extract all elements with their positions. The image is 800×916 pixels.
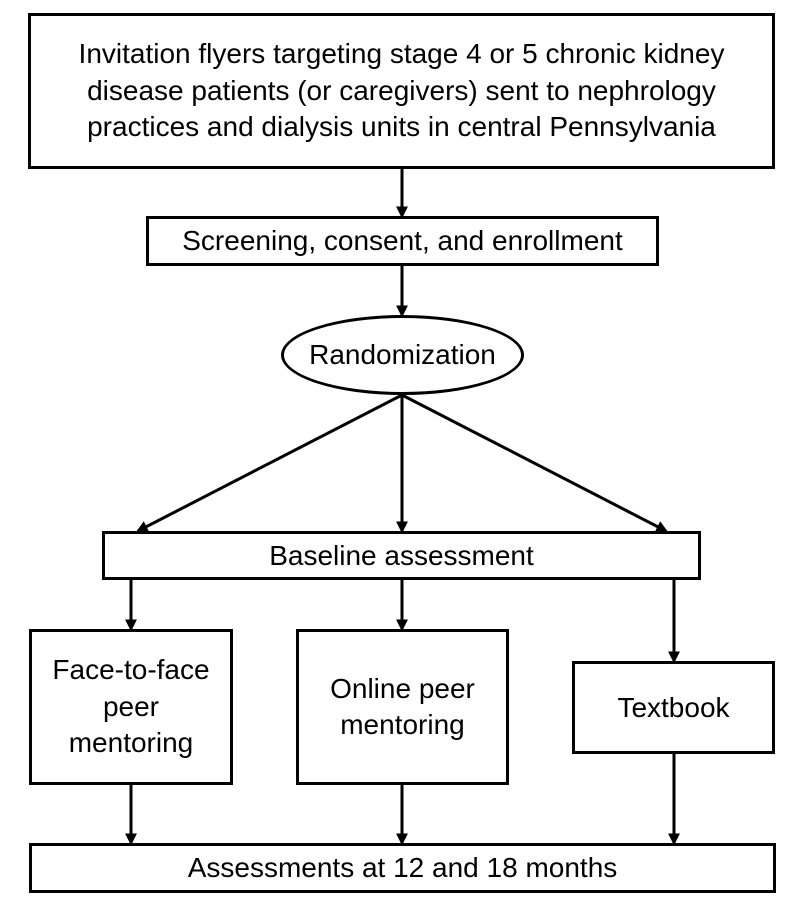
node-screening-label: Screening, consent, and enrollment xyxy=(182,225,623,257)
node-assessments-label: Assessments at 12 and 18 months xyxy=(188,852,618,884)
node-randomization-label: Randomization xyxy=(309,339,496,371)
node-randomization: Randomization xyxy=(281,315,524,395)
node-online: Online peer mentoring xyxy=(296,629,509,785)
node-textbook-label: Textbook xyxy=(617,692,729,724)
node-textbook: Textbook xyxy=(572,661,775,754)
edge-3 xyxy=(138,395,402,531)
node-baseline: Baseline assessment xyxy=(102,531,701,580)
node-assessments: Assessments at 12 and 18 months xyxy=(29,843,776,893)
node-invitation-label: Invitation flyers targeting stage 4 or 5… xyxy=(49,36,754,145)
node-screening: Screening, consent, and enrollment xyxy=(146,216,659,266)
edge-4 xyxy=(402,395,666,531)
node-f2f: Face-to-face peer mentoring xyxy=(29,629,233,785)
node-invitation: Invitation flyers targeting stage 4 or 5… xyxy=(28,13,775,169)
node-baseline-label: Baseline assessment xyxy=(269,540,534,572)
node-f2f-label: Face-to-face peer mentoring xyxy=(44,652,218,761)
node-online-label: Online peer mentoring xyxy=(311,671,494,744)
